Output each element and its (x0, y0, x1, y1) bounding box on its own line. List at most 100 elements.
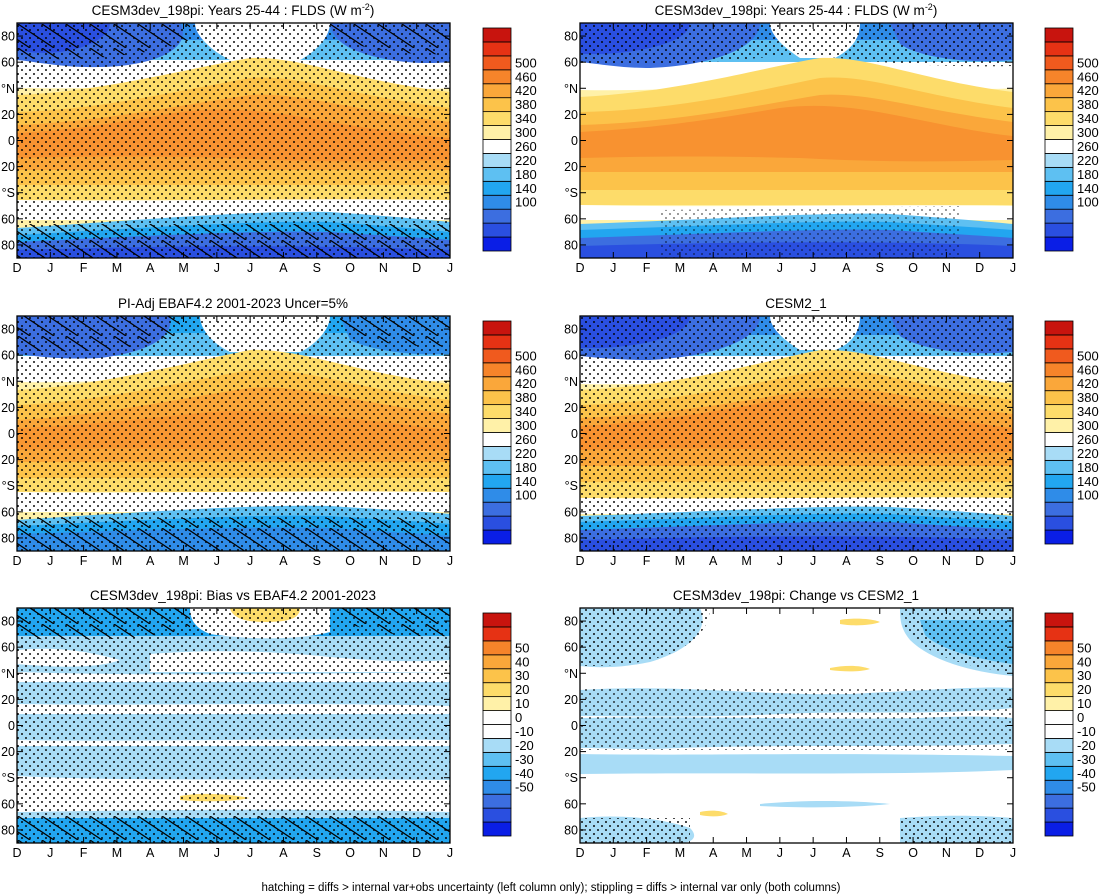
month-label: D (12, 554, 21, 568)
panel-title: CESM3dev_198pi: Bias vs EBAF4.2 2001-202… (90, 588, 376, 603)
month-label: S (876, 261, 884, 275)
lat-label: 0 (571, 134, 578, 148)
colorbar-swatch (482, 751, 512, 767)
colorbar-swatch (1044, 640, 1074, 656)
month-label: M (178, 261, 188, 275)
colorbar-swatch (482, 139, 512, 154)
colorbar-swatch (1044, 208, 1074, 224)
colorbar-label: 420 (1077, 83, 1099, 98)
colorbar-swatch (1044, 446, 1074, 461)
month-label: D (975, 846, 984, 860)
month-label: J (47, 846, 53, 860)
colorbar-label: -40 (515, 766, 534, 781)
colorbar-label: 460 (1077, 69, 1099, 84)
month-label: J (247, 554, 253, 568)
colorbar-label: 380 (1077, 97, 1099, 112)
colorbar-swatch (482, 654, 512, 670)
lat-label: 80 (1, 30, 15, 44)
colorbar-label: 300 (515, 125, 537, 140)
colorbar-label: -10 (515, 724, 534, 739)
colorbar-swatch (482, 501, 512, 517)
month-label: S (313, 846, 321, 860)
colorbar-label: 140 (1077, 181, 1099, 196)
colorbar-swatch (1044, 390, 1074, 406)
lat-label: 80 (564, 531, 578, 545)
colorbar-label: 460 (515, 69, 537, 84)
colorbar-label: 100 (515, 195, 537, 210)
lat-label: 20 (564, 160, 578, 174)
month-label: J (1010, 554, 1016, 568)
month-label: S (313, 261, 321, 275)
month-label: D (412, 846, 421, 860)
lat-label: 20 (1, 108, 15, 122)
panel-3-ebaf: PI-Adj EBAF4.2 2001-2023 Uncer=5% D J F M A M… (1, 296, 453, 568)
lat-label: 60 (1, 505, 15, 519)
colorbar-swatch (1044, 69, 1074, 85)
lat-label: °N (564, 375, 578, 389)
colorbar-swatch (482, 236, 512, 252)
month-label: J (777, 261, 783, 275)
colorbar-label: -30 (1077, 752, 1096, 767)
colorbar-swatch (1044, 529, 1074, 545)
colorbar-label: 0 (1077, 710, 1084, 725)
colorbar-label: 340 (1077, 404, 1099, 419)
colorbar-swatch (482, 738, 512, 753)
colorbar-label: 10 (1077, 696, 1091, 711)
lat-label: 20 (1, 453, 15, 467)
colorbar-label: -40 (1077, 766, 1096, 781)
month-label: A (279, 554, 288, 568)
month-label: N (379, 846, 388, 860)
colorbar-swatch (1044, 139, 1074, 154)
colorbar-label: 140 (1077, 474, 1099, 489)
lat-label: 20 (564, 108, 578, 122)
colorbar-label: -20 (515, 738, 534, 753)
panel-4-cesm2: CESM2_1 D J F M A M J J A S O N D J 80 60 °N 20 0 20 °S 60 80 (564, 296, 1016, 568)
colorbar-label: 300 (515, 418, 537, 433)
colorbar-swatch (482, 696, 512, 711)
month-label: O (908, 261, 918, 275)
colorbar-label: 180 (515, 460, 537, 475)
colorbar-swatch (1044, 166, 1074, 182)
lat-label: 80 (564, 323, 578, 337)
lat-label: °S (565, 186, 578, 200)
lat-label: 80 (1, 323, 15, 337)
colorbar-swatch (1044, 487, 1074, 503)
colorbar-swatch (1044, 654, 1074, 670)
colorbar-swatch (1044, 83, 1074, 99)
lat-label: °N (564, 82, 578, 96)
colorbar-label: 50 (1077, 640, 1091, 655)
colorbar-swatch (1044, 807, 1074, 823)
colorbar-swatch (482, 390, 512, 406)
colorbar-swatch (482, 473, 512, 489)
month-label: A (146, 846, 155, 860)
month-label: F (80, 554, 88, 568)
colorbar-swatch (1044, 696, 1074, 711)
colorbar-swatch (1044, 751, 1074, 767)
month-label: F (80, 846, 88, 860)
lat-label: 80 (564, 30, 578, 44)
lat-label: 60 (1, 212, 15, 226)
colorbar-label: 340 (515, 111, 537, 126)
colorbar-label: 50 (515, 640, 529, 655)
month-label: J (447, 846, 453, 860)
colorbar-label: 220 (515, 153, 537, 168)
colorbar-swatch (1044, 222, 1074, 238)
contour-field (17, 608, 450, 843)
colorbar-swatch (482, 348, 512, 364)
colorbar-swatch (1044, 27, 1074, 43)
month-label: J (810, 554, 816, 568)
colorbar-label: 260 (1077, 139, 1099, 154)
colorbar-swatch (482, 334, 512, 350)
colorbar-label: 300 (1077, 125, 1099, 140)
colorbar-label: 500 (515, 348, 537, 363)
lat-label: 80 (1, 615, 15, 629)
month-label: J (610, 846, 616, 860)
lat-label: 80 (564, 238, 578, 252)
lat-label: 20 (1, 160, 15, 174)
month-label: D (12, 261, 21, 275)
colorbar-label: -50 (515, 780, 534, 795)
